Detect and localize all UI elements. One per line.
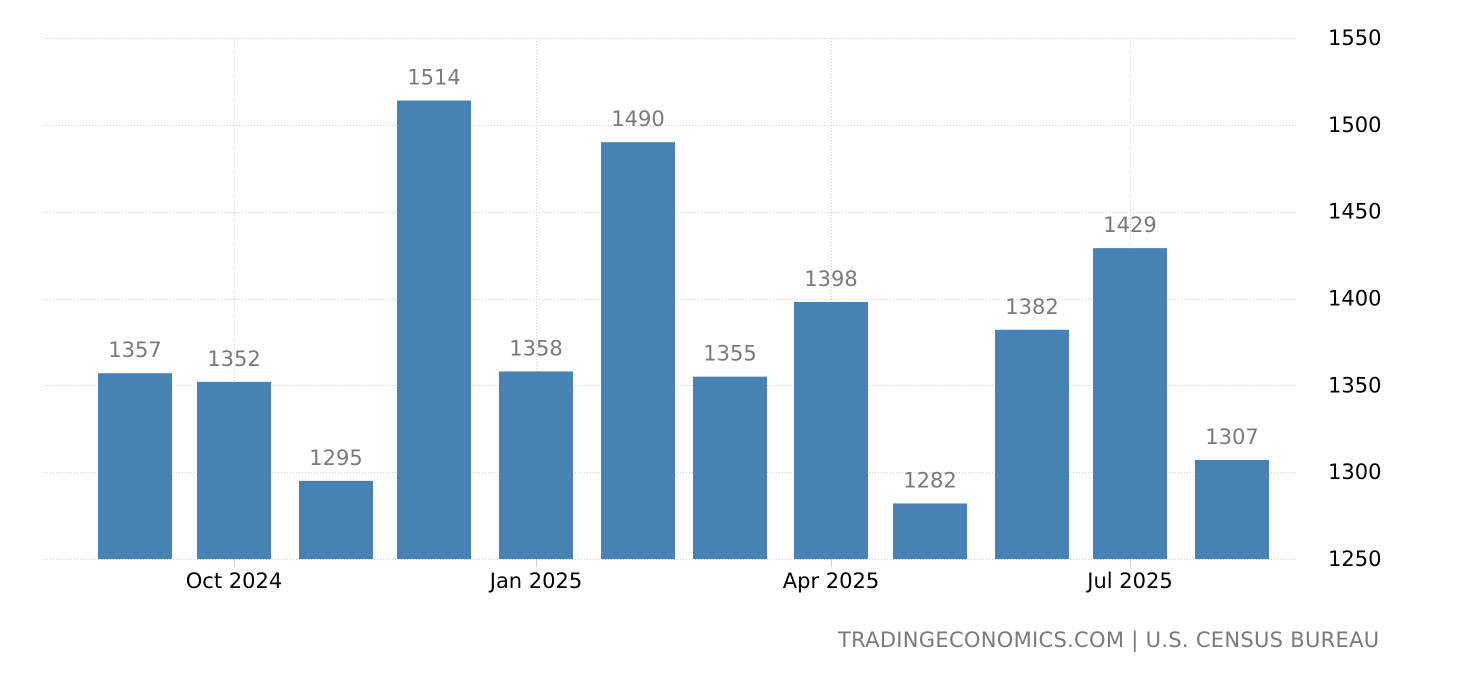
bar — [1195, 460, 1269, 559]
bar — [601, 142, 675, 559]
y-tick-label: 1400 — [1328, 287, 1381, 311]
value-label: 1490 — [611, 107, 664, 131]
bar — [98, 373, 172, 559]
x-axis: Oct 2024 Jan 2025 Apr 2025 Jul 2025 — [186, 569, 1173, 593]
bar — [893, 503, 967, 559]
value-label: 1429 — [1103, 213, 1156, 237]
bar — [1093, 248, 1167, 560]
value-label: 1382 — [1005, 295, 1058, 319]
y-tick-label: 1250 — [1328, 547, 1381, 571]
bar — [794, 301, 868, 559]
bar — [693, 376, 767, 559]
value-label: 1355 — [703, 342, 756, 366]
bar — [499, 371, 573, 559]
bar — [397, 100, 471, 560]
x-tick-label: Apr 2025 — [783, 569, 879, 593]
y-axis: 1250 1300 1350 1400 1450 1500 1550 — [1328, 26, 1381, 571]
y-tick-label: 1550 — [1328, 26, 1381, 50]
x-tick-label: Jan 2025 — [488, 569, 583, 593]
value-label: 1307 — [1205, 425, 1258, 449]
x-tick-label: Oct 2024 — [186, 569, 282, 593]
x-tick-label: Jul 2025 — [1085, 569, 1172, 593]
bar — [995, 329, 1069, 559]
source-credit: TRADINGECONOMICS.COM | U.S. CENSUS BUREA… — [838, 628, 1380, 652]
value-label: 1398 — [804, 267, 857, 291]
y-tick-label: 1500 — [1328, 113, 1381, 137]
value-label: 1282 — [903, 468, 956, 492]
y-tick-label: 1450 — [1328, 200, 1381, 224]
bar — [197, 381, 271, 559]
value-label: 1295 — [309, 446, 362, 470]
y-tick-label: 1300 — [1328, 460, 1381, 484]
value-label: 1352 — [207, 347, 260, 371]
value-label: 1514 — [407, 66, 460, 90]
y-tick-label: 1350 — [1328, 373, 1381, 397]
value-label: 1357 — [108, 338, 161, 362]
bar — [299, 480, 373, 559]
gridlines — [44, 38, 1296, 567]
value-labels: 1357 1352 1295 1514 1358 1490 1355 1398 1282 1382… — [108, 66, 1258, 493]
value-label: 1358 — [509, 336, 562, 360]
bars — [98, 100, 1269, 560]
